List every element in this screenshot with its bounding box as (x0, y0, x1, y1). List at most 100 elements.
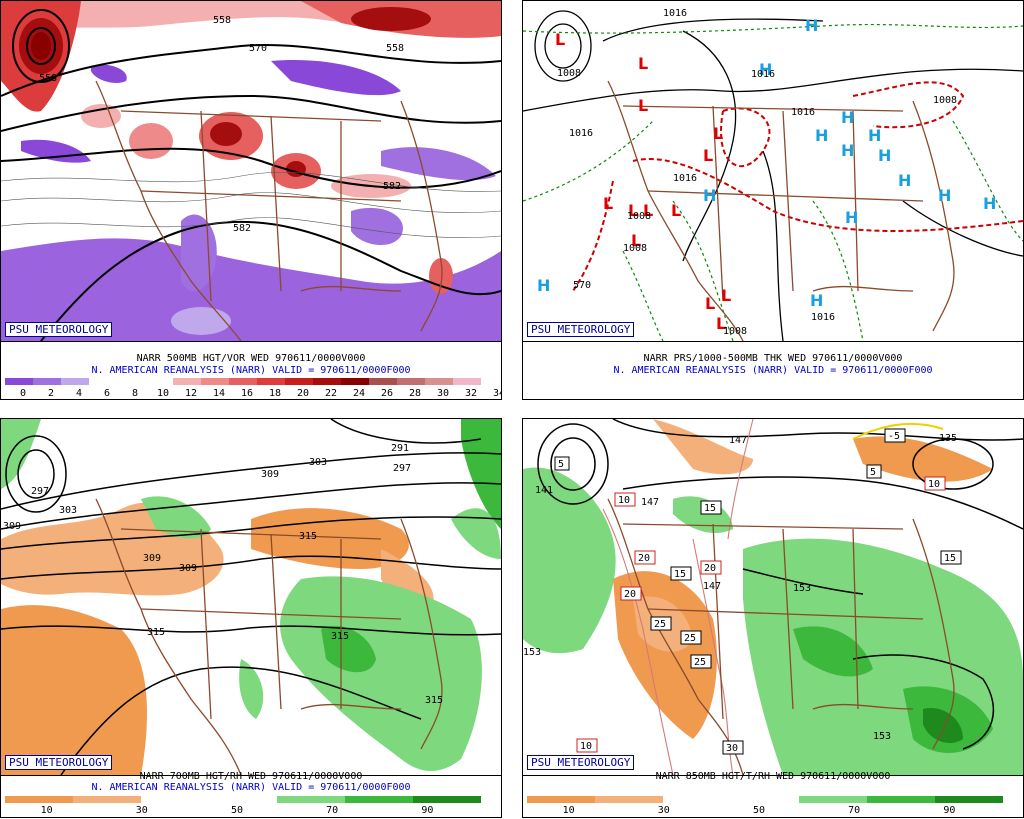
colorbar-ticks: 10 30 50 70 90 (527, 805, 1003, 817)
colorbar-tick-label: 26 (380, 388, 394, 399)
temperature-label: 5 (558, 459, 564, 470)
colorbar-swatch (209, 796, 277, 803)
temperature-label: 10 (618, 495, 630, 506)
panel-500mb-vorticity: 558 570 558 582 582 558 PSU METEOROLOGY … (0, 0, 502, 400)
low-center: L (638, 96, 648, 115)
temperature-label: 25 (694, 657, 706, 668)
colorbar-tick-label: 22 (324, 388, 338, 399)
colorbar-tick-label: 14 (212, 388, 226, 399)
colorbar-tick-label: 24 (352, 388, 366, 399)
colorbar-swatch (117, 378, 145, 385)
colorbar-swatch (799, 796, 867, 803)
high-center: H (983, 194, 996, 213)
colorbar-tick-label: 32 (464, 388, 478, 399)
low-pressure-centers: L L L L L L L L L L L L L (555, 30, 731, 333)
high-center: H (878, 146, 891, 165)
temperature-label: 15 (674, 569, 686, 580)
temperature-label: 25 (684, 633, 696, 644)
colorbar (527, 796, 1003, 803)
colorbar (5, 796, 481, 803)
map-title: NARR 700MB HGT/RH WED 970611/0000V000 (139, 771, 363, 782)
br-contour-labels: 141 147 147 135 153 153 153 147 (523, 433, 957, 742)
contour-label: 1016 (673, 173, 697, 184)
contour-label: 153 (873, 731, 891, 742)
colorbar-tick-label: 10 (156, 388, 170, 399)
temperature-label: 20 (638, 553, 650, 564)
colorbar-swatch (257, 378, 285, 385)
low-center: L (603, 194, 613, 213)
temperature-box (554, 456, 570, 471)
colorbar-tick-label: 28 (408, 388, 422, 399)
temperature-box (670, 566, 692, 581)
colorbar-tick-label: 50 (752, 805, 766, 816)
temperature-box (884, 428, 906, 443)
contour-label: 309 (3, 521, 21, 532)
temperature-labels: 5 5 -5 10 10 15 15 15 20 20 20 25 25 25 30 10 (554, 428, 962, 755)
temperature-label: 20 (624, 589, 636, 600)
colorbar-swatch (341, 378, 369, 385)
high-center: H (845, 208, 858, 227)
temperature-label: 15 (944, 553, 956, 564)
contour-label: 315 (299, 531, 317, 542)
colorbar-swatch (731, 796, 799, 803)
temperature-box (866, 464, 882, 479)
colorbar-tick-label: 90 (943, 805, 956, 816)
high-center: H (898, 171, 911, 190)
colorbar-tick-label: 30 (436, 388, 450, 399)
contour-label: 582 (233, 223, 251, 234)
high-pressure-centers: H H H H H H H H H H H H H H (537, 16, 996, 310)
low-center: L (671, 201, 681, 220)
contour-label: 582 (383, 181, 401, 192)
contour-label: 315 (331, 631, 349, 642)
contour-label: 135 (939, 433, 957, 444)
colorbar-tick-label: 70 (848, 805, 861, 816)
tr-contour-labels: 1016 1008 1016 1016 1008 1016 1016 1008 … (557, 8, 957, 337)
psu-meteorology-badge: PSU METEOROLOGY (5, 322, 113, 337)
low-center: L (703, 146, 713, 165)
colorbar-tick-label: 16 (240, 388, 254, 399)
high-center: H (815, 126, 828, 145)
map-valid-line: N. AMERICAN REANALYSIS (NARR) VALID = 97… (91, 782, 411, 793)
colorbar-tick-label: 10 (40, 805, 53, 816)
temperature-label: 5 (870, 467, 876, 478)
temperature-label: 20 (704, 563, 716, 574)
colorbar-swatch (173, 378, 201, 385)
colorbar-swatch (867, 796, 935, 803)
psu-meteorology-badge: PSU METEOROLOGY (527, 322, 635, 337)
contour-label: 147 (641, 497, 659, 508)
colorbar-tick-label: 20 (296, 388, 310, 399)
map-700mb-rh: 297 303 309 309 291 297 303 309 309 315 … (1, 419, 501, 776)
colorbar-tick-label: 2 (47, 388, 55, 399)
colorbar-tick-label: 90 (421, 805, 434, 816)
contour-label: 303 (59, 505, 77, 516)
colorbar-swatch (61, 378, 89, 385)
low-center: L (721, 286, 731, 305)
high-center: H (810, 291, 823, 310)
colorbar-swatch (413, 796, 481, 803)
low-center: L (631, 231, 641, 250)
colorbar-swatch (285, 378, 313, 385)
colorbar-swatch (369, 378, 397, 385)
colorbar-swatch (313, 378, 341, 385)
temperature-box (924, 476, 946, 491)
high-center: H (841, 141, 854, 160)
colorbar (5, 378, 481, 385)
contour-label: 309 (179, 563, 197, 574)
colorbar-swatch (5, 796, 73, 803)
contour-label: 558 (213, 15, 231, 26)
psu-meteorology-badge: PSU METEOROLOGY (5, 755, 113, 770)
colorbar-swatch (73, 796, 141, 803)
contour-label: 1008 (627, 211, 651, 222)
temperature-label: 25 (654, 619, 666, 630)
contour-label: 1008 (623, 243, 647, 254)
colorbar-swatch (527, 796, 595, 803)
low-center: L (628, 201, 638, 220)
colorbar-swatch (595, 796, 663, 803)
contour-label: 570 (249, 43, 267, 54)
contour-label: 297 (31, 486, 49, 497)
colorbar-ticks: 10 30 50 70 90 (5, 805, 481, 817)
colorbar-swatch (5, 378, 33, 385)
high-center: H (841, 108, 854, 127)
contour-label: 147 (729, 435, 747, 446)
colorbar-tick-label: 0 (19, 388, 27, 399)
